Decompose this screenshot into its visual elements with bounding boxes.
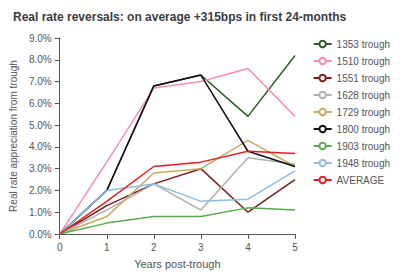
svg-text:0: 0 bbox=[57, 242, 63, 253]
svg-text:0.0%: 0.0% bbox=[29, 229, 52, 240]
svg-text:1729 trough: 1729 trough bbox=[337, 107, 390, 118]
svg-text:1353 trough: 1353 trough bbox=[337, 39, 390, 50]
svg-text:4: 4 bbox=[245, 242, 251, 253]
svg-text:5: 5 bbox=[292, 242, 298, 253]
svg-text:6.0%: 6.0% bbox=[29, 98, 52, 109]
svg-text:Years post-trough: Years post-trough bbox=[134, 258, 220, 270]
svg-text:3: 3 bbox=[198, 242, 204, 253]
svg-text:1948 trough: 1948 trough bbox=[337, 158, 390, 169]
svg-text:2: 2 bbox=[151, 242, 157, 253]
svg-text:7.0%: 7.0% bbox=[29, 76, 52, 87]
svg-text:1551 trough: 1551 trough bbox=[337, 73, 390, 84]
svg-text:9.0%: 9.0% bbox=[29, 33, 52, 44]
svg-text:Real rate appreciation from tr: Real rate appreciation from trough bbox=[8, 60, 19, 212]
svg-text:1: 1 bbox=[104, 242, 110, 253]
svg-text:1628 trough: 1628 trough bbox=[337, 90, 390, 101]
svg-text:Real rate reversals: on averag: Real rate reversals: on average +315bps … bbox=[13, 10, 346, 24]
svg-text:5.0%: 5.0% bbox=[29, 120, 52, 131]
svg-text:1800 trough: 1800 trough bbox=[337, 124, 390, 135]
svg-text:4.0%: 4.0% bbox=[29, 141, 52, 152]
svg-text:1.0%: 1.0% bbox=[29, 207, 52, 218]
svg-text:8.0%: 8.0% bbox=[29, 54, 52, 65]
svg-text:1510 trough: 1510 trough bbox=[337, 56, 390, 67]
svg-text:AVERAGE: AVERAGE bbox=[337, 175, 385, 186]
svg-text:1903 trough: 1903 trough bbox=[337, 141, 390, 152]
svg-text:3.0%: 3.0% bbox=[29, 163, 52, 174]
svg-text:2.0%: 2.0% bbox=[29, 185, 52, 196]
